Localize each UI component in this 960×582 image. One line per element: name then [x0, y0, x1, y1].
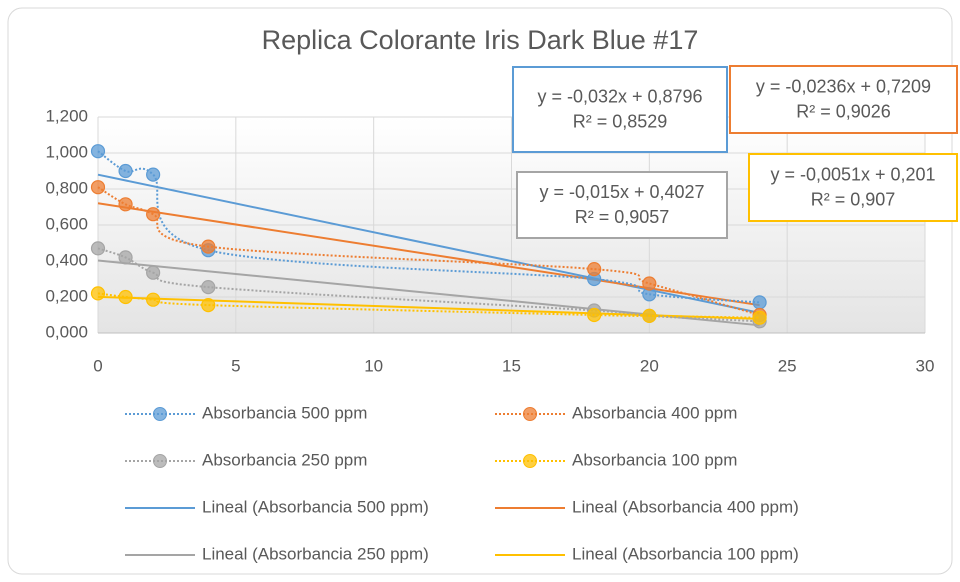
legend-marker [523, 454, 537, 468]
point [90, 241, 106, 256]
point [146, 292, 161, 307]
chart-title: Replica Colorante Iris Dark Blue #17 [262, 25, 699, 55]
equation: y = -0,032x + 0,8796 [537, 86, 702, 106]
y-tick-label: 0,200 [45, 286, 88, 305]
legend-label: Absorbancia 400 ppm [572, 403, 737, 422]
legend-marker [153, 454, 167, 468]
point [118, 250, 133, 265]
point [642, 308, 657, 323]
x-tick-label: 0 [93, 356, 102, 375]
point [201, 280, 216, 295]
y-tick-label: 1,200 [45, 106, 88, 125]
y-tick-label: 0,800 [45, 178, 88, 197]
point [146, 207, 161, 222]
series-line [97, 186, 760, 316]
r-squared: R² = 0,907 [811, 189, 896, 209]
r-squared: R² = 0,9057 [575, 207, 670, 227]
legend-label: Lineal (Absorbancia 250 ppm) [202, 544, 429, 563]
point [118, 163, 133, 179]
y-tick-label: 0,000 [45, 322, 88, 341]
point [146, 167, 161, 182]
legend-label: Lineal (Absorbancia 500 ppm) [202, 497, 429, 516]
equation-box [748, 153, 958, 222]
equation-box [729, 65, 958, 134]
legend-label: Absorbancia 100 ppm [572, 450, 737, 469]
point [752, 310, 767, 325]
y-tick-label: 1,000 [45, 142, 88, 161]
equation: y = -0,0236x + 0,7209 [756, 76, 931, 96]
x-tick-label: 25 [778, 356, 797, 375]
point [587, 262, 602, 277]
point [146, 265, 161, 280]
equation: y = -0,0051x + 0,201 [770, 164, 935, 184]
r-squared: R² = 0,8529 [573, 111, 668, 131]
r-squared: R² = 0,9026 [796, 101, 891, 121]
point [752, 295, 767, 310]
legend-label: Absorbancia 500 ppm [202, 403, 367, 422]
point [201, 239, 216, 254]
point [90, 144, 106, 159]
equation: y = -0,015x + 0,4027 [539, 182, 704, 202]
equation-box [512, 66, 728, 153]
x-tick-label: 20 [640, 356, 659, 375]
x-tick-label: 30 [916, 356, 935, 375]
point [90, 180, 106, 195]
legend-label: Absorbancia 250 ppm [202, 450, 367, 469]
x-tick-label: 15 [502, 356, 521, 375]
x-tick-label: 10 [364, 356, 383, 375]
equation-box [516, 171, 728, 239]
point [642, 276, 657, 291]
point [201, 298, 216, 313]
point [587, 307, 602, 323]
y-tick-label: 0,400 [45, 250, 88, 269]
legend-label: Lineal (Absorbancia 100 ppm) [572, 544, 799, 563]
y-tick-label: 0,600 [45, 214, 88, 233]
point [90, 286, 106, 301]
point [118, 197, 133, 212]
legend-marker [153, 407, 167, 421]
legend-marker [523, 407, 537, 421]
x-tick-label: 5 [231, 356, 240, 375]
legend-label: Lineal (Absorbancia 400 ppm) [572, 497, 799, 516]
point [118, 289, 133, 305]
